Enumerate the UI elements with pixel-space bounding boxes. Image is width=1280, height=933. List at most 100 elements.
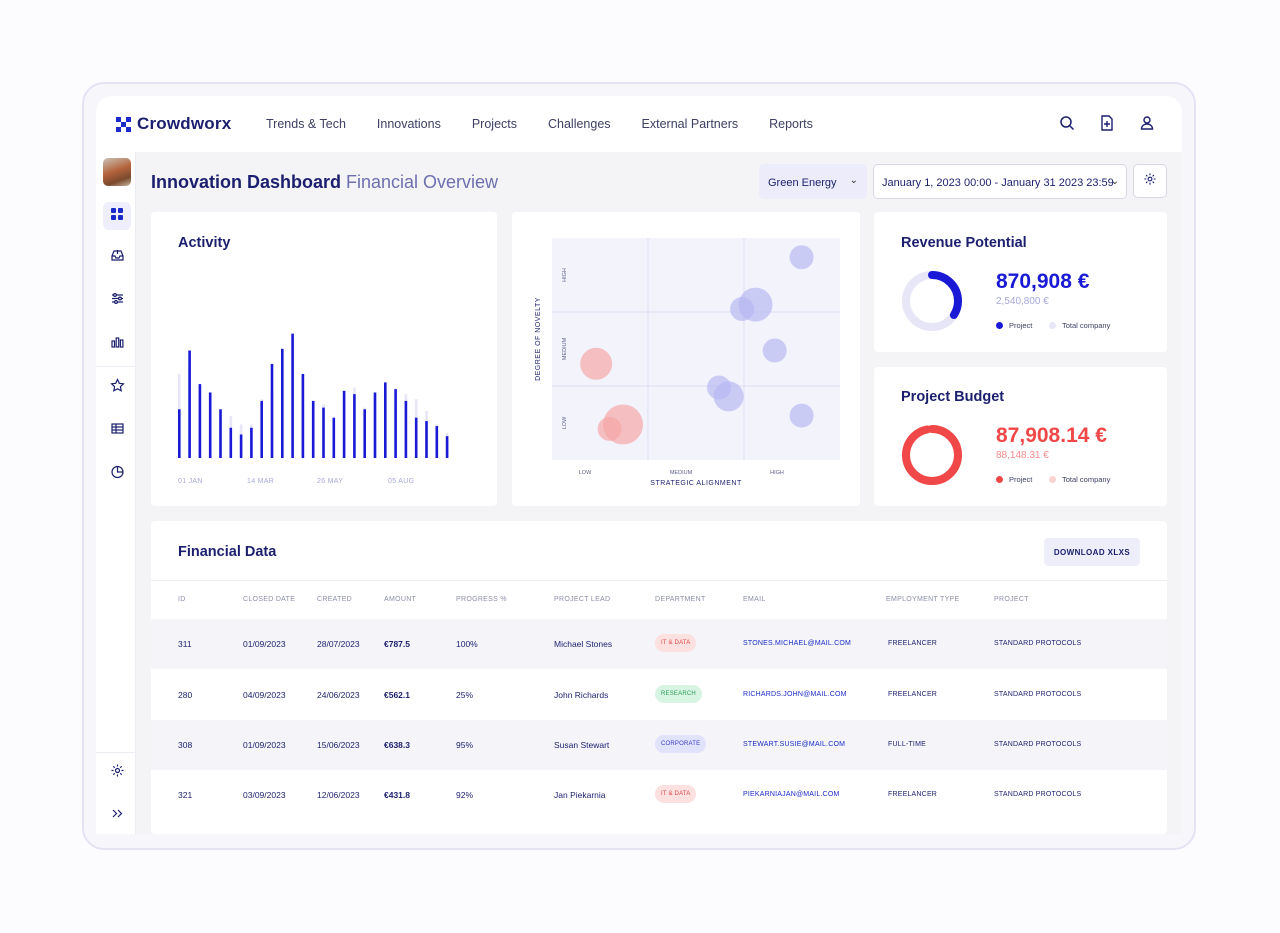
cell-amount: €562.1 (384, 690, 410, 700)
activity-chart (178, 333, 449, 458)
col-progress[interactable]: PROGRESS % (456, 596, 507, 603)
matrix-x-axis-label: STRATEGIC ALIGNMENT (650, 480, 742, 487)
nav-external-partners[interactable]: External Partners (641, 117, 739, 131)
matrix-bubble[interactable] (713, 381, 744, 412)
activity-bar-project (208, 392, 212, 458)
chevron-down-icon: ⌄ (849, 175, 858, 186)
cell-email[interactable]: PIEKARNIAJAN@MAIL.COM (743, 791, 840, 798)
matrix-x-tick: LOW (579, 470, 592, 476)
col-employment-type[interactable]: EMPLOYMENT TYPE (886, 596, 960, 603)
logo[interactable]: Crowdworx (116, 114, 231, 134)
table-row[interactable]: 280 04/09/2023 24/06/2023 €562.1 25% Joh… (151, 670, 1167, 720)
table-row[interactable]: 311 01/09/2023 28/07/2023 €787.5 100% Mi… (151, 619, 1167, 669)
main-nav: Trends & Tech Innovations Projects Chall… (266, 117, 813, 131)
cell-email[interactable]: STEWART.SUSIE@MAIL.COM (743, 741, 846, 748)
revenue-total: 2,540,800 € (996, 296, 1049, 307)
matrix-bubble[interactable] (597, 416, 622, 441)
col-email[interactable]: EMAIL (743, 596, 766, 603)
budget-legend-total: Total company (1049, 475, 1110, 484)
col-created[interactable]: CREATED (317, 596, 353, 603)
revenue-legend-total: Total company (1049, 321, 1110, 330)
budget-legend-project: Project (996, 475, 1032, 484)
activity-bar-project (322, 407, 325, 458)
col-project-lead[interactable]: PROJECT LEAD (554, 596, 611, 603)
legend-label: Project (1009, 321, 1033, 330)
matrix-bubble[interactable] (580, 347, 613, 380)
table-row[interactable]: 308 01/09/2023 15/06/2023 €638.3 95% Sus… (151, 720, 1167, 770)
avatar[interactable] (103, 158, 131, 186)
sidebar-item-table[interactable] (103, 417, 131, 445)
sidebar-item-filters[interactable] (103, 287, 131, 315)
search-icon[interactable] (1058, 114, 1076, 132)
department-badge: IT & DATA (655, 634, 697, 652)
budget-title: Project Budget (901, 389, 1005, 405)
app-window: Crowdworx Trends & Tech Innovations Proj… (96, 96, 1182, 834)
department-badge: CORPORATE (655, 735, 707, 753)
cell-amount: €787.5 (384, 639, 410, 649)
col-amount[interactable]: AMOUNT (384, 596, 417, 603)
sidebar-expand[interactable] (103, 802, 131, 830)
cell-project-lead: Jan Piekarnia (554, 790, 606, 800)
cell-project: STANDARD PROTOCOLS (994, 691, 1082, 698)
matrix-bubble[interactable] (762, 338, 787, 363)
sidebar-item-reports[interactable] (103, 460, 131, 488)
activity-bar-project (219, 409, 222, 458)
sidebar-item-favorites[interactable] (103, 374, 131, 402)
date-range-value: January 1, 2023 00:00 - January 31 2023 … (882, 177, 1114, 189)
cell-created: 24/06/2023 (317, 690, 360, 700)
cell-project: STANDARD PROTOCOLS (994, 791, 1082, 798)
sidebar (96, 152, 136, 834)
cell-amount: €431.8 (384, 790, 410, 800)
matrix-chart: LOW MEDIUM HIGH LOW MEDIUM HIGH STRATEGIC ALIG… (535, 238, 840, 487)
cell-closed-date: 01/09/2023 (243, 740, 286, 750)
cell-amount: €638.3 (384, 740, 410, 750)
date-range-picker[interactable]: January 1, 2023 00:00 - January 31 2023 … (873, 164, 1127, 199)
cell-email[interactable]: STONES.MICHAEL@MAIL.COM (743, 640, 852, 647)
cell-email[interactable]: RICHARDS.JOHN@MAIL.COM (743, 691, 847, 698)
category-select[interactable]: Green Energy ⌄ (759, 164, 867, 199)
activity-bar-project (353, 394, 356, 458)
cell-id: 308 (178, 740, 193, 750)
add-document-icon[interactable] (1098, 114, 1116, 132)
revenue-value: 870,908 € (996, 270, 1090, 293)
settings-button[interactable] (1133, 164, 1167, 198)
cell-progress: 100% (456, 639, 478, 649)
sidebar-divider (96, 366, 136, 367)
activity-bar-project (332, 417, 336, 458)
col-project[interactable]: PROJECT (994, 596, 1029, 603)
cell-project-lead: John Richards (554, 690, 609, 700)
top-actions (1058, 114, 1156, 132)
matrix-bubble[interactable] (789, 403, 814, 428)
sidebar-item-dashboard[interactable] (103, 202, 131, 230)
revenue-legend-project: Project (996, 321, 1032, 330)
nav-projects[interactable]: Projects (471, 117, 517, 131)
revenue-title: Revenue Potential (901, 235, 1027, 251)
sidebar-item-settings[interactable] (103, 759, 131, 787)
matrix-bubble[interactable] (789, 245, 814, 270)
activity-bar-project (188, 350, 191, 458)
cell-project: STANDARD PROTOCOLS (994, 640, 1082, 647)
col-department[interactable]: DEPARTMENT (655, 596, 706, 603)
nav-trends-tech[interactable]: Trends & Tech (266, 117, 346, 131)
sidebar-item-inbox[interactable] (103, 244, 131, 272)
activity-bar-project (384, 382, 387, 458)
download-xlsx-button[interactable]: DOWNLOAD XLXS (1044, 538, 1140, 566)
matrix-bubble[interactable] (730, 297, 755, 322)
cell-closed-date: 04/09/2023 (243, 690, 286, 700)
revenue-donut (902, 271, 962, 331)
sidebar-item-analytics[interactable] (103, 330, 131, 358)
activity-x-tick: 14 MAR (247, 478, 275, 485)
budget-value: 87,908.14 € (996, 424, 1107, 447)
col-closed-date[interactable]: CLOSED DATE (243, 596, 296, 603)
nav-challenges[interactable]: Challenges (548, 117, 611, 131)
user-icon[interactable] (1138, 114, 1156, 132)
table-row[interactable]: 321 03/09/2023 12/06/2023 €431.8 92% Jan… (151, 770, 1167, 820)
legend-label: Total company (1062, 321, 1111, 330)
nav-reports[interactable]: Reports (769, 117, 813, 131)
budget-card: Project Budget 87,908.14 € 88,148.31 € P… (874, 367, 1167, 506)
budget-donut (902, 425, 962, 485)
app-name: Crowdworx (137, 114, 232, 133)
table-icon (110, 421, 125, 441)
col-id[interactable]: ID (178, 596, 186, 603)
nav-innovations[interactable]: Innovations (376, 117, 441, 131)
